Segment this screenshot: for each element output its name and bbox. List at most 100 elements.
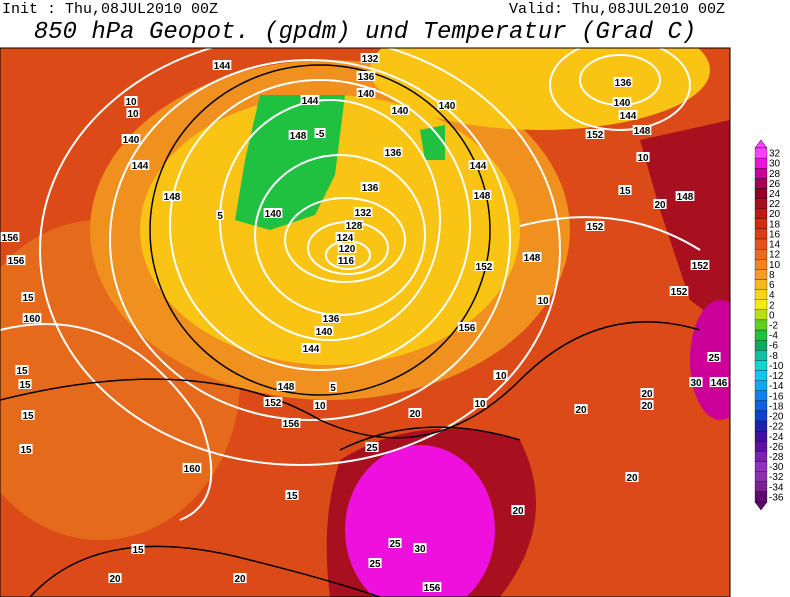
colorbar-swatch	[754, 451, 768, 462]
colorbar-swatch	[754, 147, 768, 159]
contour-label: 15	[19, 380, 31, 391]
contour-label: 20	[654, 200, 666, 211]
colorbar-swatch	[754, 279, 768, 290]
colorbar-label: 6	[769, 280, 775, 291]
contour-label-bg	[388, 538, 402, 548]
contour-label: 25	[389, 539, 401, 550]
contour-label-bg	[15, 365, 29, 375]
contour-label: 124	[337, 233, 354, 244]
contour-label-bg	[669, 286, 689, 296]
contour-label-bg	[233, 573, 247, 583]
colorbar-swatch	[754, 370, 768, 381]
colorbar-swatch	[754, 441, 768, 452]
contour-label-bg	[360, 182, 380, 192]
contour-label: 152	[671, 287, 688, 298]
contour-label-bg	[126, 108, 140, 118]
contour-label-bg	[21, 292, 35, 302]
contour-label: 156	[459, 323, 476, 334]
colorbar-label: 14	[769, 240, 781, 251]
contour-label-bg	[636, 152, 650, 162]
contour-label-bg	[130, 160, 150, 170]
colorbar-label: 8	[769, 270, 775, 281]
colorbar-label: -16	[769, 391, 784, 402]
colorbar-swatch	[754, 238, 768, 250]
colorbar-swatch	[754, 157, 768, 169]
colorbar-swatch	[754, 319, 768, 331]
contour-label-bg	[422, 582, 442, 592]
contour-label: 148	[278, 382, 295, 393]
contour-label-bg	[356, 71, 376, 81]
contour-label-bg	[285, 490, 299, 500]
svalbard	[420, 125, 445, 160]
colorbar-label: -18	[769, 401, 784, 412]
colorbar-swatch	[754, 390, 768, 402]
colorbar-label: -36	[769, 492, 784, 503]
colorbar-swatch	[754, 400, 768, 412]
contour-label-bg	[19, 444, 33, 454]
contour-label-bg	[337, 243, 357, 253]
contour-label: 140	[123, 135, 140, 146]
colorbar-swatch	[754, 481, 768, 493]
contour-label-bg	[632, 125, 652, 135]
contour-label-bg	[281, 418, 301, 428]
contour-label: 136	[362, 183, 379, 194]
map-title: 850 hPa Geopot. (gpdm) und Temperatur (G…	[34, 19, 697, 46]
contour-label: 20	[234, 574, 246, 585]
contour-label-bg	[536, 295, 550, 305]
contour-label-bg	[21, 410, 35, 420]
contour-label: 144	[302, 96, 319, 107]
colorbar-swatch	[754, 420, 768, 432]
contour-label-bg	[390, 105, 410, 115]
colorbar-label: 30	[769, 159, 781, 170]
contour-label-bg	[18, 379, 32, 389]
contour-label-bg	[365, 442, 379, 452]
colorbar-swatch	[754, 309, 768, 321]
colorbar-label: 28	[769, 169, 781, 180]
colorbar-label: 10	[769, 260, 781, 271]
colorbar-swatch	[754, 198, 768, 209]
colorbar-swatch	[754, 178, 768, 189]
colorbar-top-arrow	[754, 139, 768, 149]
colorbar-swatch	[754, 168, 768, 179]
contour-label: 140	[439, 101, 456, 112]
colorbar-label: -4	[769, 331, 778, 342]
map-frame	[0, 47, 731, 597]
contour-label: 156	[2, 233, 19, 244]
contour-label-bg	[585, 221, 605, 231]
colorbar-label: -6	[769, 341, 778, 352]
contour-label: 10	[125, 97, 137, 108]
contour-label-bg	[413, 543, 427, 553]
contour-label-bg	[314, 326, 334, 336]
contour-label: 136	[358, 72, 375, 83]
contour-label: 140	[614, 98, 631, 109]
contour-label: 15	[22, 293, 34, 304]
contour-label-bg	[356, 88, 376, 98]
contour-label: 15	[132, 545, 144, 556]
contour-label-bg	[131, 544, 145, 554]
colorbar-swatch	[754, 491, 768, 503]
contour-label: 148	[524, 253, 541, 264]
contour-label: 140	[392, 106, 409, 117]
contour-label: 20	[512, 506, 524, 517]
contour-label-bg	[124, 96, 138, 106]
contour-label: 15	[286, 491, 298, 502]
map	[0, 48, 730, 597]
contour-label-bg	[314, 128, 326, 138]
colorbar-label: 20	[769, 209, 781, 220]
contour-label: -5	[316, 129, 325, 140]
contour-label: 156	[283, 419, 300, 430]
contour-label-bg	[494, 370, 508, 380]
contour-label-bg	[216, 210, 224, 220]
contour-label: 5	[217, 211, 223, 222]
contour-label-bg	[329, 382, 337, 392]
init-time: Init : Thu,08JUL2010 00Z	[2, 1, 218, 18]
contour-label: 148	[474, 191, 491, 202]
contour-label: 128	[346, 221, 363, 232]
colorbar-swatch	[754, 340, 768, 351]
contour-label-bg	[263, 397, 283, 407]
contour-label-bg	[468, 160, 488, 170]
colorbar-label: -20	[769, 412, 784, 423]
contour-label-bg	[301, 343, 321, 353]
contour-label-bg	[472, 190, 492, 200]
contour-label-bg	[585, 129, 605, 139]
